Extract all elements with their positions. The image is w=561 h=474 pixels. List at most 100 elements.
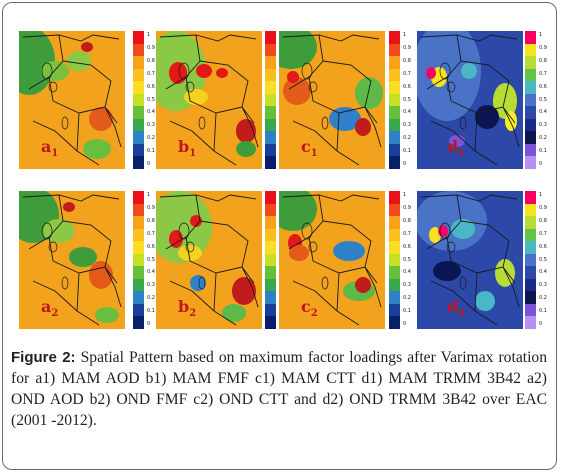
colorbar-tick-label: 0.6 bbox=[403, 83, 411, 90]
colorbar-tick-label: 0.8 bbox=[403, 217, 411, 224]
panel-label: a1 bbox=[41, 137, 58, 159]
colorbar-swatch bbox=[133, 131, 144, 145]
colorbar-swatch bbox=[265, 241, 276, 255]
colorbar-tick-label: 1 bbox=[539, 192, 543, 198]
colorbar-tick-label: 0.5 bbox=[147, 96, 155, 103]
colorbar-tick-label: 0.4 bbox=[539, 109, 547, 116]
colorbar-swatch bbox=[525, 81, 536, 95]
colorbar-swatch bbox=[133, 191, 144, 205]
colorbar-swatch bbox=[265, 81, 276, 95]
country-borders bbox=[159, 194, 259, 326]
colorbar-swatch bbox=[525, 291, 536, 305]
lake-outline-2 bbox=[459, 276, 467, 290]
colorbar-c1 bbox=[389, 31, 400, 170]
colorbar-swatch bbox=[525, 68, 536, 82]
panel-label: c2 bbox=[301, 297, 318, 319]
colorbar-tick-label: 0.8 bbox=[539, 217, 547, 224]
colorbar-tick-label: 0.6 bbox=[403, 243, 411, 250]
lake-outline-2 bbox=[198, 116, 206, 130]
colorbar-swatch bbox=[525, 278, 536, 292]
colorbar-tick-label: 0.5 bbox=[403, 256, 411, 263]
caption-text: Spatial Pattern based on maximum factor … bbox=[11, 349, 547, 429]
colorbar-swatch bbox=[525, 31, 536, 45]
lake-outline-1 bbox=[308, 81, 318, 93]
colorbar-tick-label: 0.8 bbox=[147, 57, 155, 64]
colorbar-swatch bbox=[133, 316, 144, 330]
colorbar-swatch bbox=[133, 43, 144, 57]
colorbar-swatch bbox=[389, 106, 400, 120]
colorbar-swatch bbox=[133, 228, 144, 242]
colorbar-swatch bbox=[389, 241, 400, 255]
lake-outline-0 bbox=[301, 222, 313, 240]
colorbar-swatch bbox=[133, 93, 144, 107]
lake-outline-2 bbox=[321, 116, 329, 130]
contour-region-1 bbox=[43, 219, 75, 243]
map-contours bbox=[417, 191, 520, 326]
colorbar-swatch bbox=[525, 43, 536, 57]
colorbar-swatch bbox=[525, 241, 536, 255]
colorbar-swatch bbox=[389, 191, 400, 205]
panel-label: b2 bbox=[178, 297, 196, 319]
contour-region-2 bbox=[426, 67, 436, 79]
colorbar-swatch bbox=[525, 216, 536, 230]
colorbar-swatch bbox=[265, 56, 276, 70]
colorbar-swatch bbox=[133, 266, 144, 280]
contour-region-2 bbox=[196, 64, 212, 78]
country-borders bbox=[22, 34, 122, 166]
colorbar-swatch bbox=[525, 93, 536, 107]
colorbar-swatch bbox=[265, 31, 276, 45]
colorbar-swatch bbox=[525, 131, 536, 145]
colorbar-tick-label: 0.7 bbox=[147, 70, 155, 77]
map-contours bbox=[19, 191, 122, 326]
contour-region-2 bbox=[67, 51, 91, 71]
lake-outline-1 bbox=[48, 241, 58, 253]
colorbar-tick-label: 0.4 bbox=[147, 269, 155, 276]
colorbar-swatch bbox=[265, 216, 276, 230]
colorbar-swatch bbox=[389, 143, 400, 157]
contour-region-4 bbox=[95, 307, 119, 323]
map-d1: d1 bbox=[417, 31, 523, 169]
colorbar-swatch bbox=[133, 253, 144, 267]
country-borders bbox=[159, 34, 259, 166]
colorbar-swatch bbox=[133, 278, 144, 292]
colorbar-tick-label: 0.5 bbox=[147, 256, 155, 263]
colorbar-tick-label: 0.8 bbox=[403, 57, 411, 64]
colorbar-swatch bbox=[525, 266, 536, 280]
panel-letter: a bbox=[41, 136, 52, 156]
country-borders bbox=[22, 194, 122, 326]
colorbar-swatch bbox=[389, 31, 400, 45]
panel-subscript: 1 bbox=[189, 148, 197, 159]
colorbar-swatch bbox=[265, 191, 276, 205]
panel-letter: c bbox=[301, 136, 311, 156]
colorbar-swatch bbox=[525, 156, 536, 170]
colorbar-tick-label: 0.3 bbox=[147, 282, 155, 289]
colorbar-tick-label: 0 bbox=[403, 321, 407, 327]
colorbar-b1 bbox=[265, 31, 276, 170]
colorbar-tick-label: 1 bbox=[147, 32, 151, 38]
colorbar-tick-label: 0.3 bbox=[403, 122, 411, 129]
panel-letter: d bbox=[447, 136, 459, 156]
colorbar-swatch bbox=[389, 303, 400, 317]
colorbar-swatch bbox=[265, 156, 276, 170]
panel-subscript: 2 bbox=[189, 308, 197, 319]
lake-outline-2 bbox=[321, 276, 329, 290]
lake-outline-1 bbox=[48, 81, 58, 93]
panel-label: c1 bbox=[301, 137, 318, 159]
colorbar-swatch bbox=[265, 228, 276, 242]
colorbar-tick-label: 0.7 bbox=[403, 70, 411, 77]
contour-region-3 bbox=[329, 107, 361, 131]
colorbar-swatch bbox=[133, 241, 144, 255]
contour-region-1 bbox=[169, 62, 187, 84]
colorbar-tick-label: 1 bbox=[147, 192, 151, 198]
contour-region-0 bbox=[279, 31, 317, 69]
colorbar-swatch bbox=[133, 291, 144, 305]
colorbar-tick-label: 0.7 bbox=[403, 230, 411, 237]
colorbar-swatch bbox=[133, 143, 144, 157]
panel-subscript: 1 bbox=[458, 148, 466, 159]
panel-label: d1 bbox=[447, 137, 465, 159]
lake-outline-0 bbox=[41, 222, 53, 240]
contour-region-2 bbox=[190, 215, 202, 227]
colorbar-swatch bbox=[265, 68, 276, 82]
colorbar-swatch bbox=[133, 203, 144, 217]
colorbar-tick-label: 0.1 bbox=[147, 308, 155, 315]
